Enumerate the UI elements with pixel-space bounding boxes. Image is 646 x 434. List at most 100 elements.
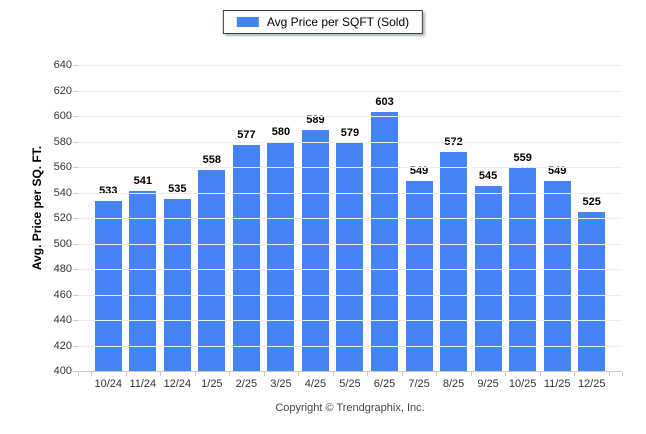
x-axis-tick bbox=[332, 372, 334, 376]
y-tick-label: 620 bbox=[53, 84, 72, 97]
y-tick-label: 400 bbox=[53, 365, 72, 377]
x-tick-label: 9/25 bbox=[477, 378, 499, 390]
bar-value-label: 535 bbox=[168, 182, 187, 195]
bar bbox=[94, 201, 122, 371]
y-tick-label: 500 bbox=[53, 237, 72, 250]
x-axis-tick bbox=[229, 372, 231, 376]
y-axis-tick bbox=[73, 65, 78, 66]
bar bbox=[232, 145, 260, 371]
x-tick-label: 12/24 bbox=[163, 378, 192, 390]
y-axis-tick bbox=[73, 192, 78, 194]
bar-value-label: 545 bbox=[478, 170, 498, 183]
y-axis-tick bbox=[73, 371, 78, 372]
y-axis-tick bbox=[73, 116, 78, 117]
x-tick-label: 8/25 bbox=[442, 378, 465, 390]
bar-slot: 589 4/25 bbox=[298, 65, 333, 390]
bar-slot: 572 8/25 bbox=[436, 65, 471, 390]
bar-value-label: 533 bbox=[99, 185, 118, 198]
x-tick-label: 7/25 bbox=[408, 378, 430, 390]
x-axis-tick bbox=[91, 372, 92, 376]
plot-area: 533 10/24 541 11/24 535 12/24 558 1/25 577 2/25 58… bbox=[78, 65, 623, 390]
y-tick-label: 640 bbox=[53, 59, 72, 71]
y-axis-tick bbox=[73, 90, 78, 92]
x-tick-label: 12/25 bbox=[577, 378, 606, 390]
y-tick-label: 540 bbox=[53, 186, 72, 199]
bar bbox=[198, 169, 226, 371]
copyright-text: Copyright © Trendgraphix, Inc. bbox=[275, 402, 425, 414]
y-tick-label: 440 bbox=[53, 314, 72, 326]
y-axis-tick bbox=[73, 141, 78, 143]
bar-slot: 533 10/24 bbox=[91, 65, 126, 390]
bar bbox=[336, 142, 364, 371]
gridline bbox=[78, 192, 622, 194]
gridline bbox=[78, 345, 622, 347]
bar bbox=[543, 181, 571, 371]
y-axis-tick bbox=[73, 243, 78, 245]
gridline bbox=[78, 243, 622, 245]
y-axis-tick bbox=[73, 218, 78, 219]
bar-slot: 558 1/25 bbox=[195, 65, 230, 390]
bar-slot: 577 2/25 bbox=[229, 65, 264, 390]
x-tick-label: 5/25 bbox=[339, 378, 361, 390]
bar-value-label: 549 bbox=[547, 165, 567, 178]
bar bbox=[163, 198, 191, 371]
x-tick-label: 3/25 bbox=[270, 378, 292, 390]
bar-slot: 549 11/25 bbox=[540, 65, 575, 390]
y-tick-label: 480 bbox=[53, 263, 72, 275]
x-tick-label: 1/25 bbox=[201, 378, 223, 390]
x-axis-tick bbox=[160, 372, 162, 376]
x-tick-label: 10/25 bbox=[508, 378, 537, 390]
y-axis-tick bbox=[73, 345, 78, 347]
bar bbox=[129, 191, 157, 371]
gridline bbox=[78, 141, 622, 143]
y-axis-tick bbox=[73, 294, 78, 296]
bar-value-label: 589 bbox=[306, 114, 325, 127]
x-tick-label: 6/25 bbox=[373, 378, 396, 390]
legend-label: Avg Price per SQFT (Sold) bbox=[266, 15, 410, 29]
gridline bbox=[78, 269, 622, 270]
bar bbox=[371, 112, 399, 371]
bar-value-label: 559 bbox=[513, 152, 532, 165]
gridline bbox=[78, 116, 622, 117]
gridline bbox=[78, 167, 622, 168]
x-tick-label: 10/24 bbox=[94, 378, 123, 390]
x-tick-label: 2/25 bbox=[235, 378, 258, 390]
x-axis-tick bbox=[539, 372, 541, 376]
x-axis-tick bbox=[263, 372, 265, 376]
bar-value-label: 549 bbox=[409, 165, 429, 178]
y-axis-tick bbox=[73, 167, 78, 168]
legend-swatch bbox=[236, 17, 259, 27]
bar-slot: 549 7/25 bbox=[402, 65, 437, 390]
x-axis-tick bbox=[194, 372, 196, 376]
bar bbox=[578, 211, 606, 371]
x-axis-tick bbox=[609, 372, 610, 376]
x-axis-tick bbox=[436, 372, 438, 376]
bar bbox=[474, 186, 502, 371]
bar-slot: 525 12/25 bbox=[574, 65, 609, 390]
bar bbox=[440, 151, 468, 371]
bar bbox=[267, 141, 295, 371]
y-tick-label: 420 bbox=[53, 339, 72, 352]
bar-value-label: 580 bbox=[271, 125, 291, 138]
y-axis-tick bbox=[73, 320, 78, 321]
bar-value-label: 579 bbox=[340, 126, 360, 139]
gridline bbox=[78, 294, 622, 296]
bar-slot: 579 5/25 bbox=[333, 65, 368, 390]
bar bbox=[301, 130, 329, 371]
bar-value-label: 525 bbox=[582, 195, 601, 208]
gridline bbox=[78, 320, 622, 321]
x-tick-label: 11/25 bbox=[543, 378, 571, 390]
bar-slot: 541 11/24 bbox=[126, 65, 161, 390]
y-tick-label: 460 bbox=[53, 288, 72, 301]
bar bbox=[405, 181, 433, 371]
bar-value-label: 603 bbox=[375, 96, 394, 109]
x-axis-tick bbox=[298, 372, 300, 376]
bar-slot: 535 12/24 bbox=[160, 65, 195, 390]
y-tick-label: 560 bbox=[53, 161, 72, 173]
gridline bbox=[78, 90, 622, 92]
x-tick-label: 4/25 bbox=[304, 378, 327, 390]
y-tick-label: 600 bbox=[53, 110, 72, 122]
x-axis-tick bbox=[622, 372, 623, 376]
y-tick-label: 580 bbox=[53, 135, 72, 148]
